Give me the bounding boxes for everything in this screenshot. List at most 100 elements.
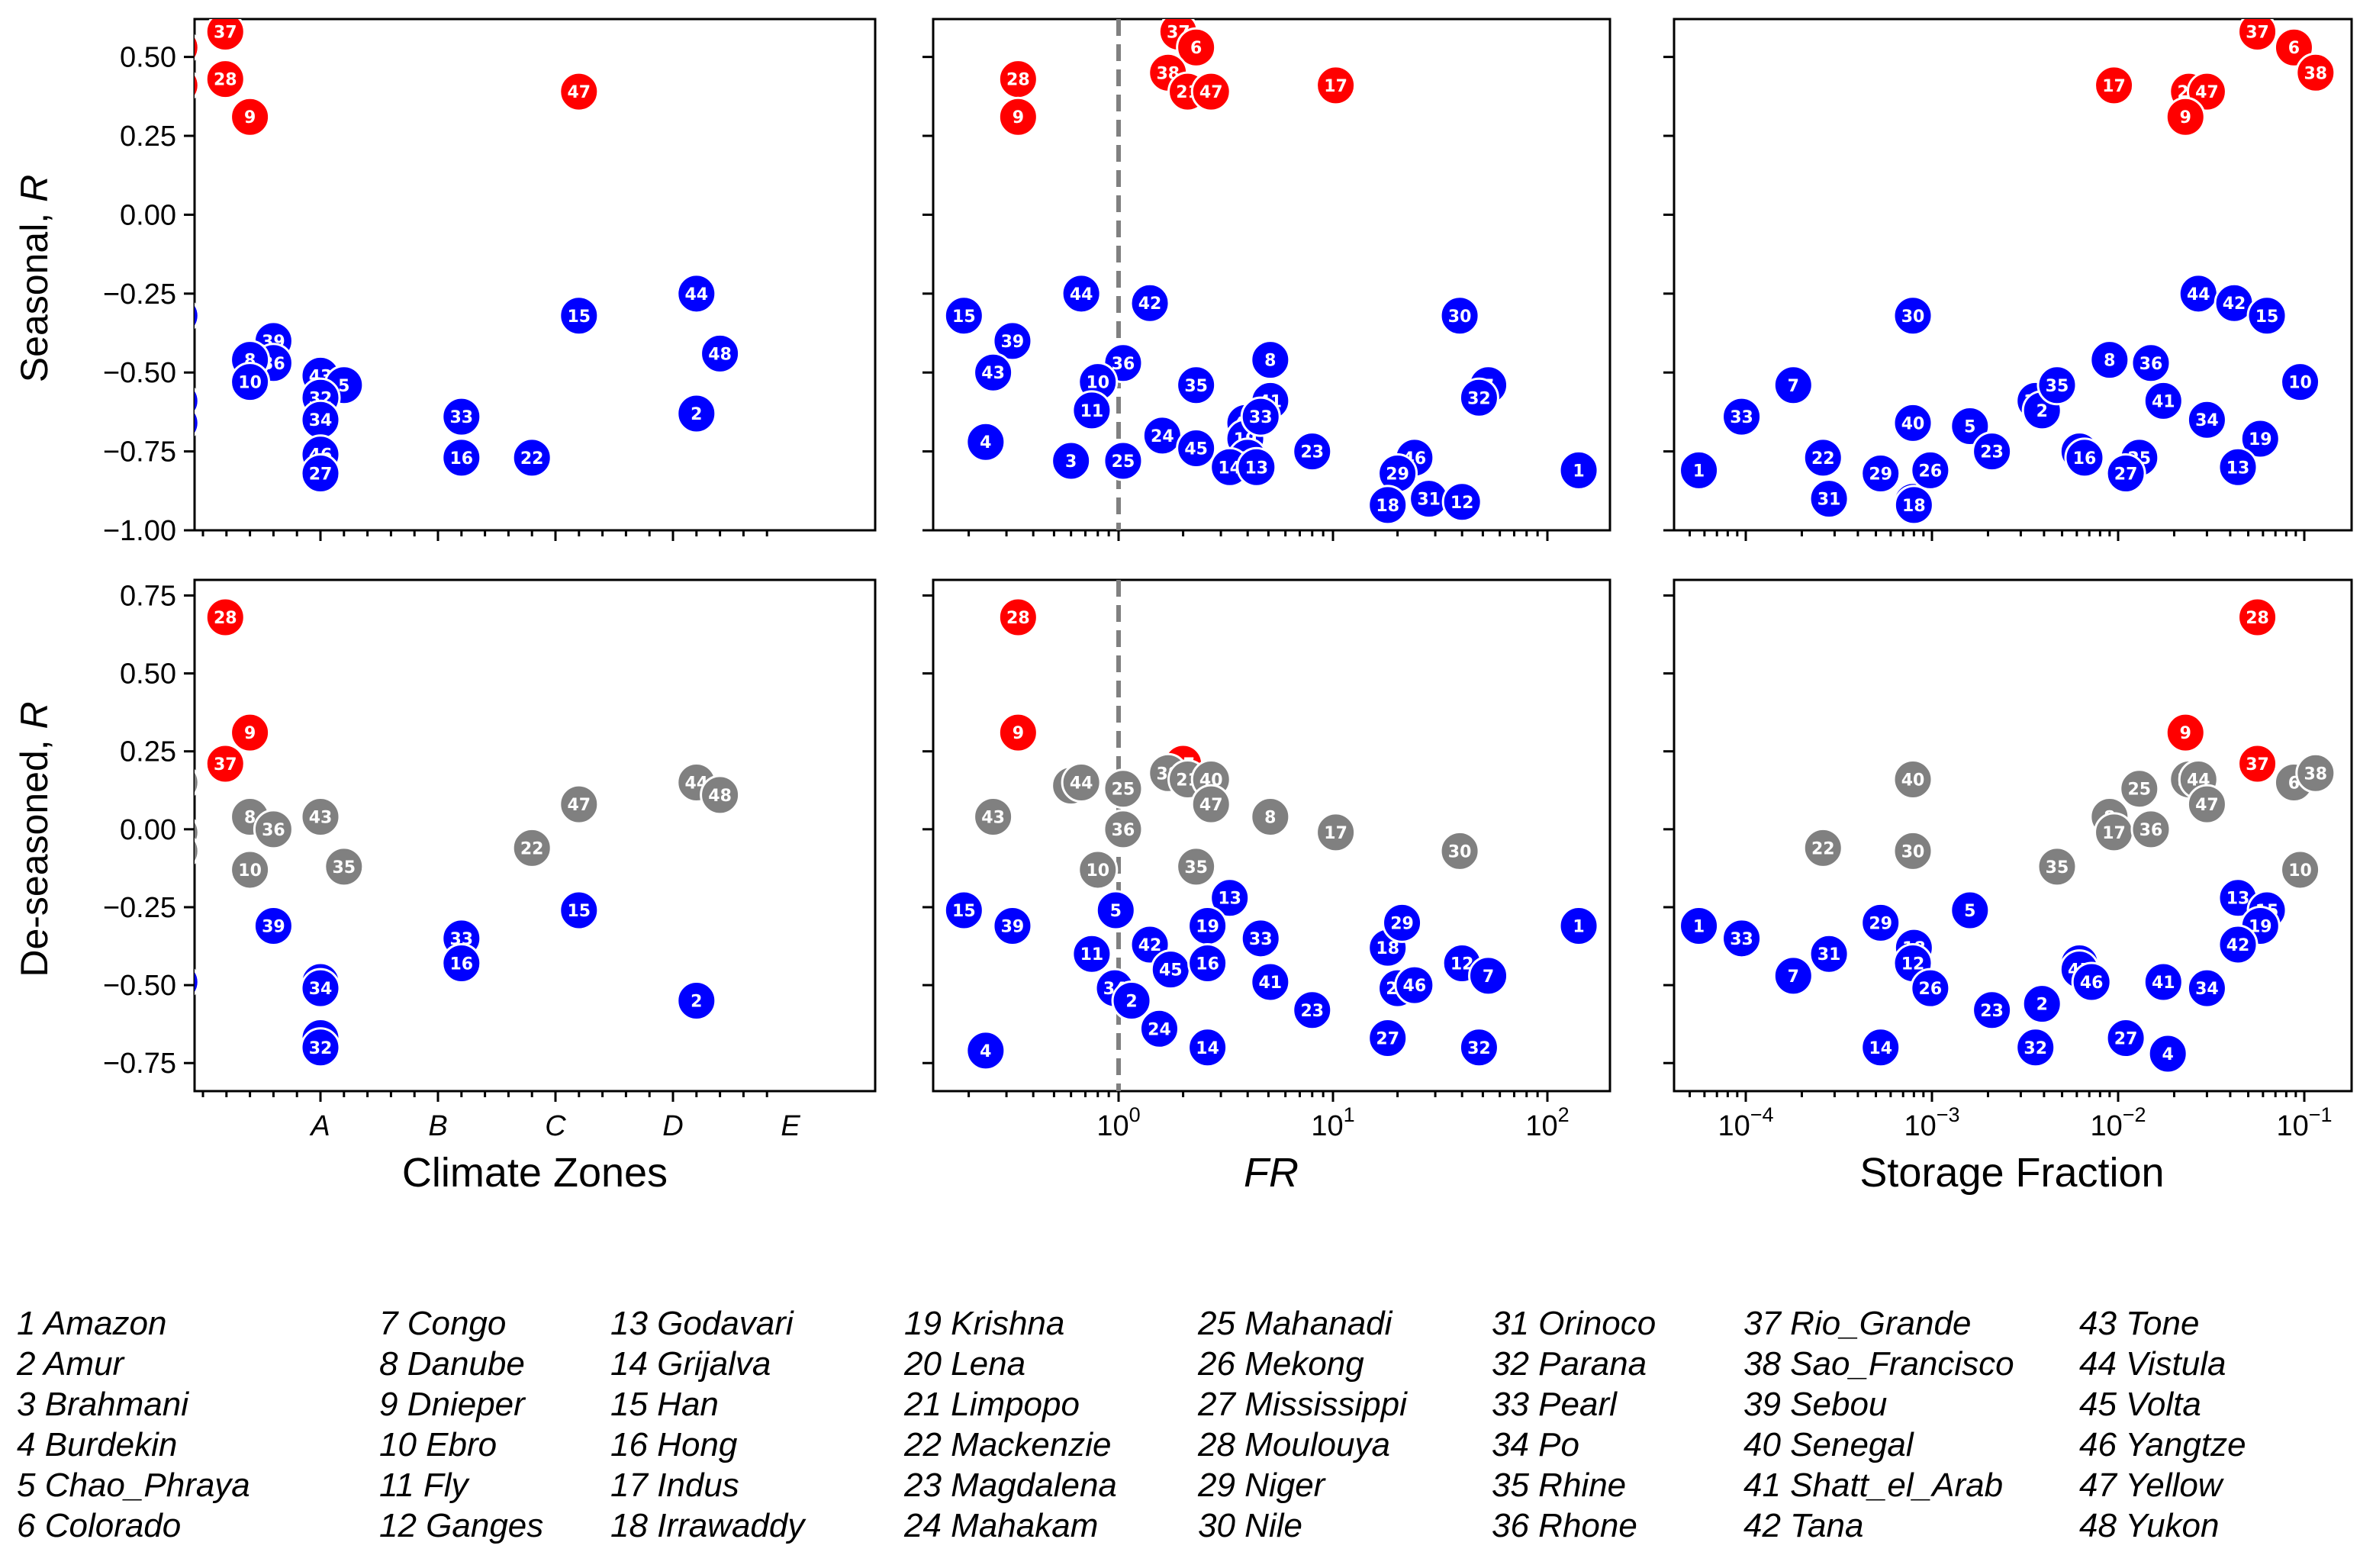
point-marker — [559, 71, 600, 112]
point-marker — [204, 59, 246, 100]
point-label: 23 — [144, 1002, 168, 1021]
point-marker — [1051, 440, 1092, 481]
point-basin-30: 30 — [195, 837, 200, 865]
point-label: 44 — [1070, 285, 1093, 304]
point-label: 22 — [520, 839, 544, 858]
point-marker — [204, 597, 246, 638]
point-label: 48 — [708, 787, 732, 806]
point-marker — [441, 437, 482, 478]
point-label: 43 — [309, 808, 333, 827]
point-label: 35 — [2046, 377, 2069, 396]
point-basin-9: 9 — [997, 96, 1038, 137]
point-marker — [195, 768, 200, 797]
point-label: 46 — [1403, 977, 1427, 996]
point-marker — [1892, 758, 1933, 800]
point-marker — [997, 597, 1038, 638]
y-tick-label: −1.00 — [103, 515, 176, 547]
point-label: 17 — [1324, 824, 1347, 843]
basin-key-item: 30 Nile — [1198, 1507, 1302, 1544]
point-label: 17 — [2102, 824, 2126, 843]
point-basin-17: 17 — [2094, 812, 2135, 853]
point-label: 30 — [1448, 842, 1472, 861]
point-basin-26: 26 — [1910, 968, 1951, 1009]
point-basin-38: 38 — [2295, 52, 2336, 93]
point-basin-40: 40 — [1892, 758, 1933, 800]
point-marker — [2015, 1027, 2056, 1068]
point-basin-18: 18 — [1367, 485, 1409, 526]
point-label: 10 — [1086, 374, 1109, 393]
x-tick-label-fr: 102 — [1525, 1103, 1569, 1142]
point-marker — [1061, 273, 1102, 314]
point-basin-22: 22 — [511, 437, 552, 478]
point-basin-40: 40 — [1892, 402, 1933, 443]
point-label: 2 — [1125, 993, 1137, 1012]
point-marker — [90, 935, 128, 973]
point-marker — [1250, 340, 1291, 381]
point-label: 23 — [1300, 1002, 1324, 1021]
point-marker — [195, 819, 200, 846]
point-marker — [1187, 943, 1228, 984]
point-label: 1 — [1693, 462, 1705, 481]
basin-key-item: 5 Chao_Phraya — [17, 1467, 250, 1504]
point-marker — [230, 362, 271, 403]
point-label: 28 — [1006, 71, 1030, 90]
point-label: 10 — [238, 861, 262, 881]
point-basin-16: 16 — [441, 437, 482, 478]
basin-key-item: 36 Rhone — [1492, 1507, 1637, 1544]
basin-key-item: 45 Volta — [2079, 1386, 2201, 1423]
basin-key-column: 43 Tone 44 Vistula 45 Volta 46 Yangtze 47 Ye… — [2079, 1303, 2246, 1546]
point-marker — [195, 302, 200, 330]
point-marker — [1802, 437, 1843, 478]
point-label: 26 — [1919, 980, 1943, 999]
point-label: 35 — [332, 858, 356, 877]
point-basin-15: 15 — [2246, 295, 2288, 336]
point-marker — [511, 827, 552, 868]
point-basin-36: 36 — [2130, 343, 2172, 384]
point-marker — [2105, 453, 2146, 494]
point-basin-47: 47 — [559, 784, 600, 825]
point-marker — [1772, 955, 1814, 997]
point-marker — [1190, 784, 1232, 825]
point-basin-21: 21 — [137, 773, 175, 811]
point-marker — [204, 743, 246, 784]
point-basin-43: 43 — [300, 796, 341, 837]
point-label: 38 — [2304, 765, 2327, 784]
point-basin-15: 15 — [943, 295, 984, 336]
point-label: 17 — [168, 77, 192, 96]
point-basin-44: 44 — [1061, 273, 1102, 314]
point-basin-24: 24 — [90, 1009, 128, 1048]
basin-key-item: 34 Po — [1492, 1426, 1579, 1463]
point-basin-13: 13 — [1236, 446, 1277, 488]
point-marker — [2186, 399, 2227, 440]
point-marker — [1367, 485, 1409, 526]
basin-key-item: 19 Krishna — [904, 1305, 1065, 1342]
point-label: 29 — [1869, 914, 1892, 933]
point-basin-14: 14 — [1860, 1027, 1901, 1068]
point-label: 3 — [1065, 452, 1077, 472]
point-basin-45: 45 — [1150, 949, 1191, 990]
point-label: 41 — [2152, 392, 2175, 411]
point-basin-40: 40 — [195, 409, 200, 436]
point-label: 28 — [214, 609, 237, 628]
point-marker — [114, 935, 152, 973]
points-group: 3763817214791337223129304012182652332235… — [1679, 19, 2336, 526]
point-marker — [1860, 1027, 1901, 1068]
point-basin-10: 10 — [2280, 849, 2321, 890]
point-basin-35: 35 — [324, 846, 365, 887]
point-marker — [1061, 762, 1102, 803]
point-basin-27: 27 — [1367, 1018, 1409, 1059]
point-marker — [1176, 27, 1217, 68]
point-marker — [1972, 431, 2013, 472]
point-basin-43: 43 — [973, 796, 1014, 837]
point-label: 24 — [1148, 1020, 1171, 1039]
point-label: 44 — [684, 285, 708, 304]
point-label: 15 — [952, 902, 976, 921]
point-marker — [1468, 955, 1509, 997]
point-basin-10: 10 — [1077, 849, 1119, 890]
point-label: 37 — [2246, 24, 2269, 43]
point-label: 42 — [1138, 936, 1162, 955]
basin-key-item: 6 Colorado — [17, 1507, 182, 1544]
point-basin-39: 39 — [992, 905, 1033, 946]
